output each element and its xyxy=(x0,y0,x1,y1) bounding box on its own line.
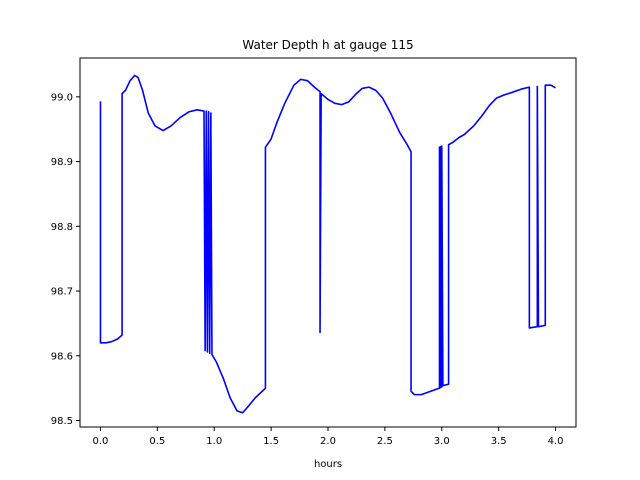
x-tick-label: 3.5 xyxy=(491,436,507,447)
y-axis: 98.5 98.6 98.7 98.8 98.9 99.0 xyxy=(51,92,80,427)
y-tick-label: 98.5 xyxy=(51,416,73,427)
x-tick-label: 1.5 xyxy=(263,436,279,447)
y-tick-label: 98.7 xyxy=(51,287,73,298)
chart-title: Water Depth h at gauge 115 xyxy=(242,38,413,52)
x-tick-label: 2.0 xyxy=(320,436,336,447)
x-tick-label: 3.0 xyxy=(434,436,450,447)
y-tick-label: 99.0 xyxy=(51,92,73,103)
x-tick-label: 0.0 xyxy=(93,436,109,447)
series-layer xyxy=(99,74,556,414)
series-line-0 xyxy=(99,74,556,414)
x-tick-label: 0.5 xyxy=(149,436,165,447)
y-tick-label: 98.6 xyxy=(51,351,73,362)
y-tick-label: 98.9 xyxy=(51,157,73,168)
x-axis: 0.0 0.5 1.0 1.5 2.0 2.5 3.0 3.5 4.0 xyxy=(93,427,564,447)
x-tick-label: 2.5 xyxy=(377,436,393,447)
y-tick-label: 98.8 xyxy=(51,222,73,233)
x-tick-label: 1.0 xyxy=(206,436,222,447)
x-axis-label: hours xyxy=(314,459,342,470)
x-tick-label: 4.0 xyxy=(548,436,564,447)
